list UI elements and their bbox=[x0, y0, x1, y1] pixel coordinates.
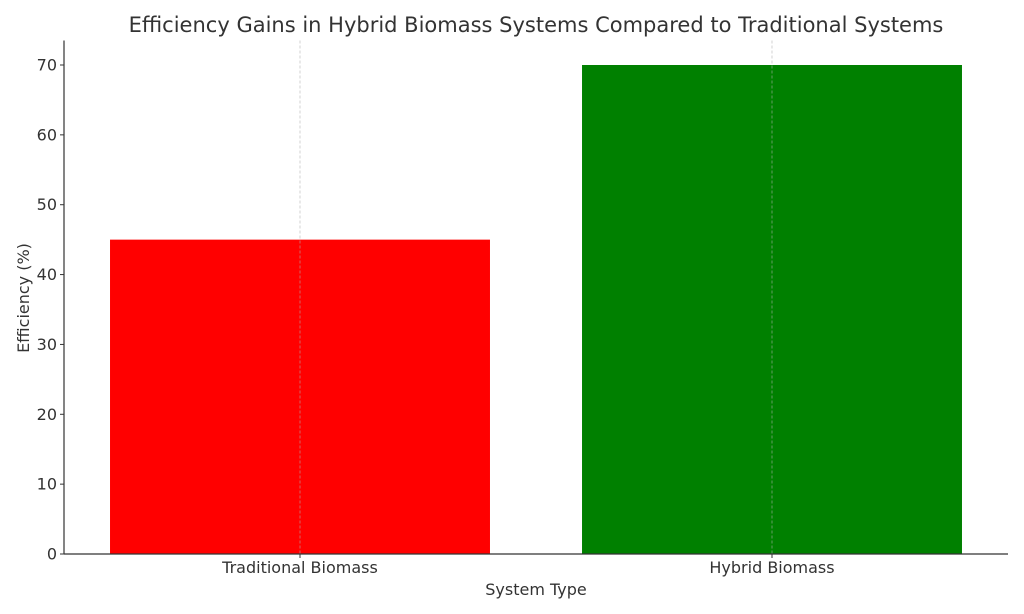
y-tick-label: 40 bbox=[37, 265, 57, 284]
y-tick-label: 60 bbox=[37, 125, 57, 144]
y-tick-label: 30 bbox=[37, 335, 57, 354]
x-axis-label: System Type bbox=[485, 580, 587, 599]
y-axis-label: Efficiency (%) bbox=[14, 243, 33, 353]
bars bbox=[110, 65, 962, 554]
grid-lines-front bbox=[299, 40, 773, 554]
y-axis-ticks: 0 10 20 30 40 50 60 70 bbox=[37, 56, 64, 564]
x-tick-label: Hybrid Biomass bbox=[709, 558, 834, 577]
chart-title: Efficiency Gains in Hybrid Biomass Syste… bbox=[129, 13, 944, 37]
y-tick-label: 20 bbox=[37, 405, 57, 424]
y-tick-label: 50 bbox=[37, 195, 57, 214]
y-tick-label: 0 bbox=[47, 545, 57, 564]
axes bbox=[63, 40, 1008, 555]
x-axis-ticks: Traditional Biomass Hybrid Biomass bbox=[221, 554, 835, 577]
x-tick-label: Traditional Biomass bbox=[221, 558, 378, 577]
y-tick-label: 70 bbox=[37, 56, 57, 75]
y-tick-label: 10 bbox=[37, 475, 57, 494]
